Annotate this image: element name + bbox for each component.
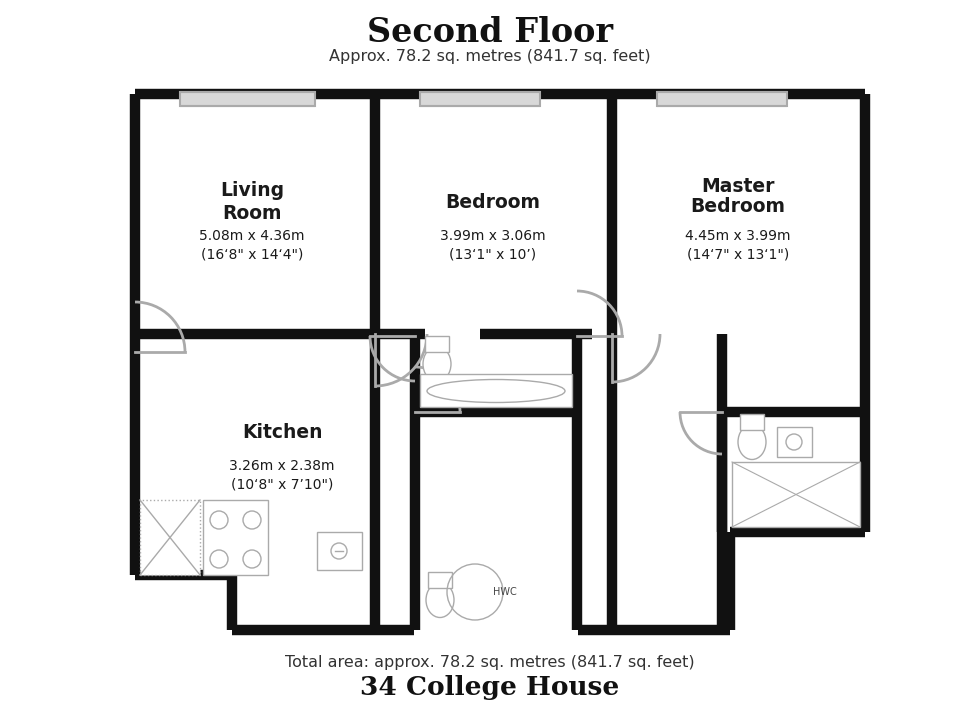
Bar <box>180 92 315 106</box>
Text: Total area: approx. 78.2 sq. metres (841.7 sq. feet): Total area: approx. 78.2 sq. metres (841… <box>285 654 695 669</box>
Text: (16‘8" x 14‘4"): (16‘8" x 14‘4") <box>201 247 303 261</box>
Bar <box>428 572 452 588</box>
Text: Bedroom: Bedroom <box>446 192 541 211</box>
Text: (14‘7" x 13‘1"): (14‘7" x 13‘1") <box>687 247 789 261</box>
Text: 3.99m x 3.06m: 3.99m x 3.06m <box>440 229 546 243</box>
Bar <box>203 500 268 575</box>
Bar <box>420 374 572 407</box>
Text: Second Floor: Second Floor <box>367 16 613 48</box>
Bar <box>140 500 200 575</box>
Text: Master: Master <box>702 177 775 196</box>
Ellipse shape <box>738 424 766 459</box>
Text: 3.26m x 2.38m: 3.26m x 2.38m <box>229 459 335 473</box>
Text: HWC: HWC <box>493 587 516 597</box>
Bar <box>425 336 449 352</box>
Bar <box>732 462 860 527</box>
Text: 34 College House: 34 College House <box>361 676 619 701</box>
Ellipse shape <box>423 347 451 382</box>
Text: Bedroom: Bedroom <box>691 197 786 216</box>
Bar <box>777 427 812 457</box>
Bar <box>740 414 764 430</box>
Text: Approx. 78.2 sq. metres (841.7 sq. feet): Approx. 78.2 sq. metres (841.7 sq. feet) <box>329 50 651 65</box>
Text: 5.08m x 4.36m: 5.08m x 4.36m <box>199 229 305 243</box>
Ellipse shape <box>426 582 454 617</box>
Text: 4.45m x 3.99m: 4.45m x 3.99m <box>685 229 791 243</box>
Text: (10‘8" x 7’10"): (10‘8" x 7’10") <box>231 477 333 491</box>
Bar <box>420 92 540 106</box>
Bar <box>657 92 787 106</box>
Text: Kitchen: Kitchen <box>242 422 322 441</box>
Text: (13‘1" x 10’): (13‘1" x 10’) <box>450 247 537 261</box>
Bar <box>317 532 362 570</box>
Text: Living
Room: Living Room <box>220 181 284 224</box>
